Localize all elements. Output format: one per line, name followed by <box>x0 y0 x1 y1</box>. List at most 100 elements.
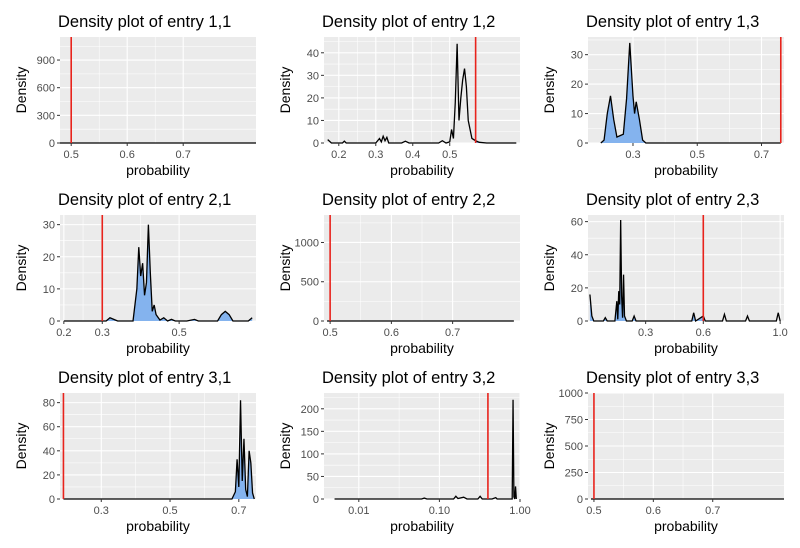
y-tick-label: 60 <box>43 422 55 434</box>
y-axis-label: Density <box>277 423 293 470</box>
x-tick-label: 0.6 <box>384 327 399 339</box>
density-curve <box>589 219 781 323</box>
y-tick-label: 500 <box>301 277 319 289</box>
x-tick-label: 0.3 <box>94 505 109 517</box>
density-chart: 0.5 0.6 0.7 0 500 1000 Density plot of entry 2… <box>277 191 520 356</box>
chart-title: Density plot of entry 3,3 <box>586 369 759 387</box>
density-panel: 0.2 0.3 0.5 0 10 20 30 Density plot of entry 2,… <box>0 178 262 360</box>
x-axis-label: probability <box>126 518 190 534</box>
y-tick-label: 0 <box>577 138 583 150</box>
chart-title: Density plot of entry 2,3 <box>586 191 759 209</box>
y-tick-label: 250 <box>565 468 583 480</box>
x-tick-label: 0.7 <box>231 505 246 517</box>
density-curve <box>63 224 253 322</box>
chart-title: Density plot of entry 3,2 <box>322 369 495 387</box>
x-axis-label: probability <box>126 162 190 178</box>
y-tick-label: 150 <box>301 426 319 438</box>
y-tick-label: 300 <box>37 110 55 122</box>
density-panel: 0.5 0.6 0.7 0 300 600 900 Density plot of entry… <box>0 0 262 182</box>
x-axis-label: probability <box>126 340 190 356</box>
x-tick-label: 0.5 <box>690 149 705 161</box>
y-tick-label: 40 <box>43 446 55 458</box>
y-tick-label: 200 <box>301 404 319 416</box>
y-tick-label: 30 <box>571 50 583 62</box>
x-axis-label: probability <box>654 162 718 178</box>
y-axis-label: Density <box>13 67 29 114</box>
x-tick-label: 0.10 <box>429 505 450 517</box>
x-tick-label: 0.4 <box>405 149 420 161</box>
chart-title: Density plot of entry 1,3 <box>586 13 759 31</box>
chart-title: Density plot of entry 2,2 <box>322 191 495 209</box>
x-tick-label: 1.0 <box>773 327 788 339</box>
x-axis-label: probability <box>654 340 718 356</box>
y-tick-label: 20 <box>43 252 55 264</box>
y-tick-label: 900 <box>37 55 55 67</box>
x-axis-label: probability <box>390 340 454 356</box>
x-tick-label: 0.6 <box>646 505 661 517</box>
x-tick-label: 0.5 <box>64 149 79 161</box>
y-tick-label: 0 <box>313 494 319 506</box>
y-tick-label: 1000 <box>559 388 583 400</box>
y-tick-label: 30 <box>307 70 319 82</box>
density-panel: 0.5 0.6 0.7 0 500 1000 Density plot of entry 2… <box>264 178 526 360</box>
y-tick-label: 500 <box>565 441 583 453</box>
x-tick-label: 0.3 <box>368 149 383 161</box>
x-tick-label: 0.6 <box>120 149 135 161</box>
x-tick-label: 0.2 <box>331 149 346 161</box>
y-tick-label: 20 <box>307 93 319 105</box>
x-tick-label: 0.7 <box>445 327 460 339</box>
plot-background <box>60 393 256 499</box>
density-panel: 0.5 0.6 0.7 0 250 500 750 1000 Density plot of e… <box>528 356 790 538</box>
density-chart: 0.5 0.6 0.7 0 300 600 900 Density plot of entry… <box>13 13 256 178</box>
density-curve <box>600 42 781 144</box>
y-tick-label: 40 <box>307 48 319 60</box>
y-tick-label: 1000 <box>295 237 319 249</box>
chart-title: Density plot of entry 2,1 <box>58 191 231 209</box>
x-tick-label: 0.7 <box>176 149 191 161</box>
x-tick-label: 0.7 <box>705 505 720 517</box>
x-tick-label: 0.2 <box>56 327 71 339</box>
y-axis-label: Density <box>541 67 557 114</box>
x-tick-label: 0.5 <box>171 327 186 339</box>
y-tick-label: 10 <box>43 284 55 296</box>
y-axis-label: Density <box>277 245 293 292</box>
y-tick-label: 100 <box>301 449 319 461</box>
chart-title: Density plot of entry 1,1 <box>58 13 231 31</box>
chart-title: Density plot of entry 1,2 <box>322 13 495 31</box>
y-tick-label: 0 <box>313 316 319 328</box>
y-tick-label: 50 <box>307 471 319 483</box>
y-tick-label: 0 <box>577 494 583 506</box>
x-tick-label: 1.00 <box>509 505 530 517</box>
x-tick-label: 0.5 <box>322 327 337 339</box>
density-fill-area <box>106 224 253 321</box>
x-tick-label: 0.5 <box>442 149 457 161</box>
y-tick-label: 10 <box>571 109 583 121</box>
x-tick-label: 0.01 <box>348 505 369 517</box>
density-curve <box>63 400 255 500</box>
y-tick-label: 20 <box>571 283 583 295</box>
x-tick-label: 0.5 <box>586 505 601 517</box>
density-panel: 0.3 0.5 0.7 0 10 20 30 Density plot of entry 1,… <box>528 0 790 182</box>
y-tick-label: 40 <box>571 250 583 262</box>
density-panel: 0.3 0.6 1.0 0 20 40 60 Density plot of entry 2,… <box>528 178 790 360</box>
y-tick-label: 0 <box>577 316 583 328</box>
x-tick-label: 0.5 <box>162 505 177 517</box>
y-tick-label: 0 <box>313 138 319 150</box>
plot-background <box>588 37 784 143</box>
x-tick-label: 0.3 <box>625 149 640 161</box>
y-tick-label: 0 <box>49 316 55 328</box>
y-tick-label: 20 <box>43 470 55 482</box>
y-tick-label: 30 <box>43 220 55 232</box>
y-axis-label: Density <box>277 67 293 114</box>
x-tick-label: 0.3 <box>638 327 653 339</box>
density-panel: 0.01 0.10 1.00 0 50 100 150 200 Density plot of … <box>264 356 531 538</box>
density-curve <box>334 399 517 500</box>
density-panel: 0.2 0.3 0.4 0.5 0 10 20 30 40 Density plot of ent… <box>264 0 526 182</box>
density-chart: 0.3 0.5 0.7 0 10 20 30 Density plot of entry 1,… <box>541 13 784 178</box>
density-panel: 0.3 0.5 0.7 0 20 40 60 80 Density plot of entry … <box>0 356 262 538</box>
y-tick-label: 0 <box>49 494 55 506</box>
